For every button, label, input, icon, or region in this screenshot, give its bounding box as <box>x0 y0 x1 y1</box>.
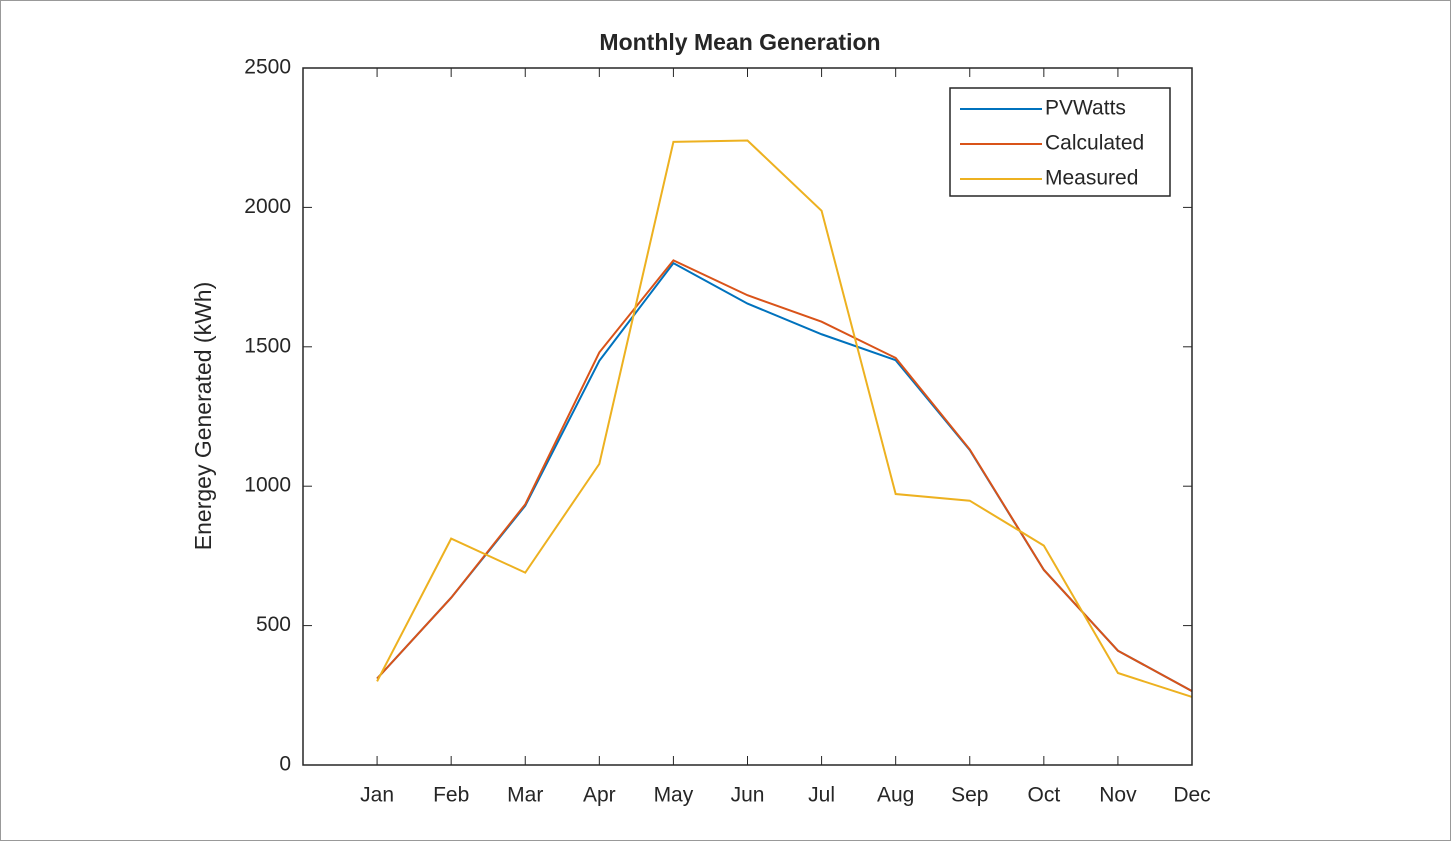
y-tick-label: 2500 <box>244 56 291 79</box>
series-line <box>376 139 1193 698</box>
legend-label: PVWatts <box>1045 97 1126 120</box>
y-axis-label: Energey Generated (kWh) <box>190 282 216 550</box>
x-tick-label: May <box>654 784 694 807</box>
x-tick-label: Jul <box>808 784 835 807</box>
x-tick-label: Sep <box>951 784 988 807</box>
legend: PVWatts Calculated Measured <box>949 87 1171 197</box>
x-tick-label: Jan <box>360 784 394 807</box>
x-tick-label: Oct <box>1027 784 1060 807</box>
legend-label: Measured <box>1045 167 1138 190</box>
x-tick-label: Dec <box>1173 784 1210 807</box>
axes-box <box>302 67 1193 766</box>
x-tick-label: Jun <box>731 784 765 807</box>
y-tick-label: 1000 <box>244 474 291 497</box>
y-tick-label: 500 <box>256 613 291 636</box>
y-tick-label: 0 <box>279 753 291 776</box>
x-tick-label: Mar <box>507 784 543 807</box>
x-tick-label: Feb <box>433 784 469 807</box>
series-line <box>376 259 1193 692</box>
legend-label: Calculated <box>1045 132 1144 155</box>
y-tick-label: 2000 <box>244 195 291 218</box>
x-tick-label: Aug <box>877 784 914 807</box>
y-tick-label: 1500 <box>244 334 291 357</box>
x-tick-label: Nov <box>1099 784 1137 807</box>
chart-title: Monthly Mean Generation <box>599 29 880 55</box>
x-tick-label: Apr <box>583 784 616 807</box>
